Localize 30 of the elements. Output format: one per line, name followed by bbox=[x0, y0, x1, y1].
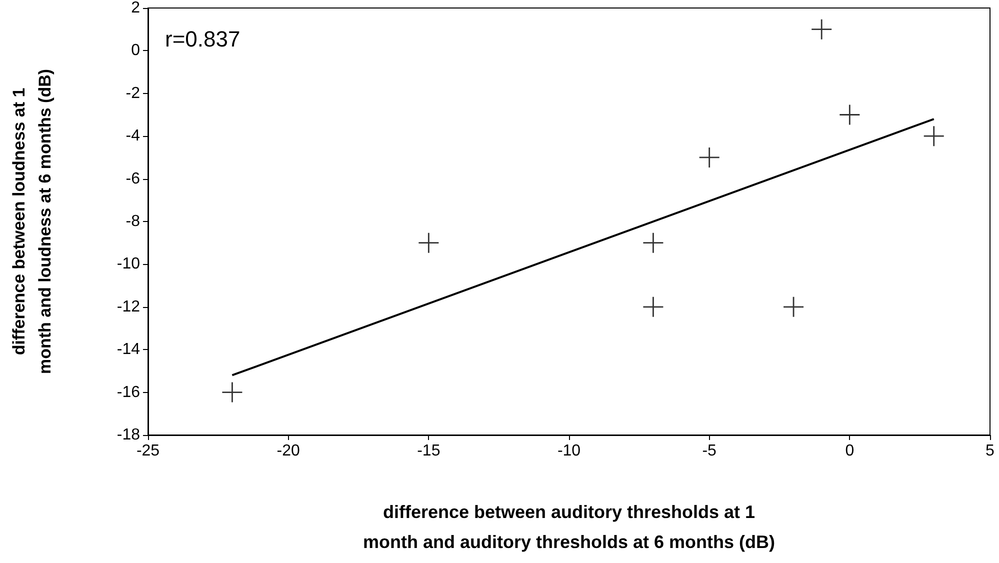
point bbox=[784, 296, 804, 317]
x-tick-label: 0 bbox=[845, 442, 854, 460]
y-tick-label: -8 bbox=[126, 213, 140, 230]
y-axis-title: difference between loudness at 1 month and loudness at 6 months (dB) bbox=[10, 68, 54, 374]
annotation: r=0.837 bbox=[165, 26, 240, 52]
x-tick-label: -5 bbox=[702, 442, 717, 460]
x-tick-label: 5 bbox=[986, 442, 995, 460]
y-tick-label: -14 bbox=[116, 341, 140, 358]
y-tick-label: -18 bbox=[116, 426, 140, 444]
x-tick-label: -20 bbox=[276, 442, 300, 460]
point bbox=[840, 104, 860, 125]
point bbox=[643, 296, 664, 317]
y-tick-label: 2 bbox=[131, 0, 140, 16]
y-tick-label: -2 bbox=[126, 84, 140, 102]
x-tick-label: -25 bbox=[136, 442, 160, 460]
x-tick-label: -15 bbox=[417, 442, 440, 460]
x-tick-label: -10 bbox=[557, 442, 581, 460]
x-axis-title: difference between auditory thresholds at 1 month and auditory thresholds at 6 months (dB) bbox=[362, 502, 776, 552]
y-tick-label: -12 bbox=[116, 298, 140, 316]
point bbox=[418, 232, 439, 253]
point bbox=[643, 232, 664, 253]
y-tick-label: 0 bbox=[131, 42, 140, 60]
point bbox=[812, 19, 832, 40]
point bbox=[924, 126, 944, 146]
point bbox=[222, 382, 242, 402]
y-tick-label: -10 bbox=[116, 256, 140, 273]
y-tick-label: -6 bbox=[126, 170, 140, 188]
point bbox=[699, 147, 720, 168]
y-tick-label: -16 bbox=[116, 384, 140, 401]
y-tick-label: -4 bbox=[126, 128, 140, 145]
